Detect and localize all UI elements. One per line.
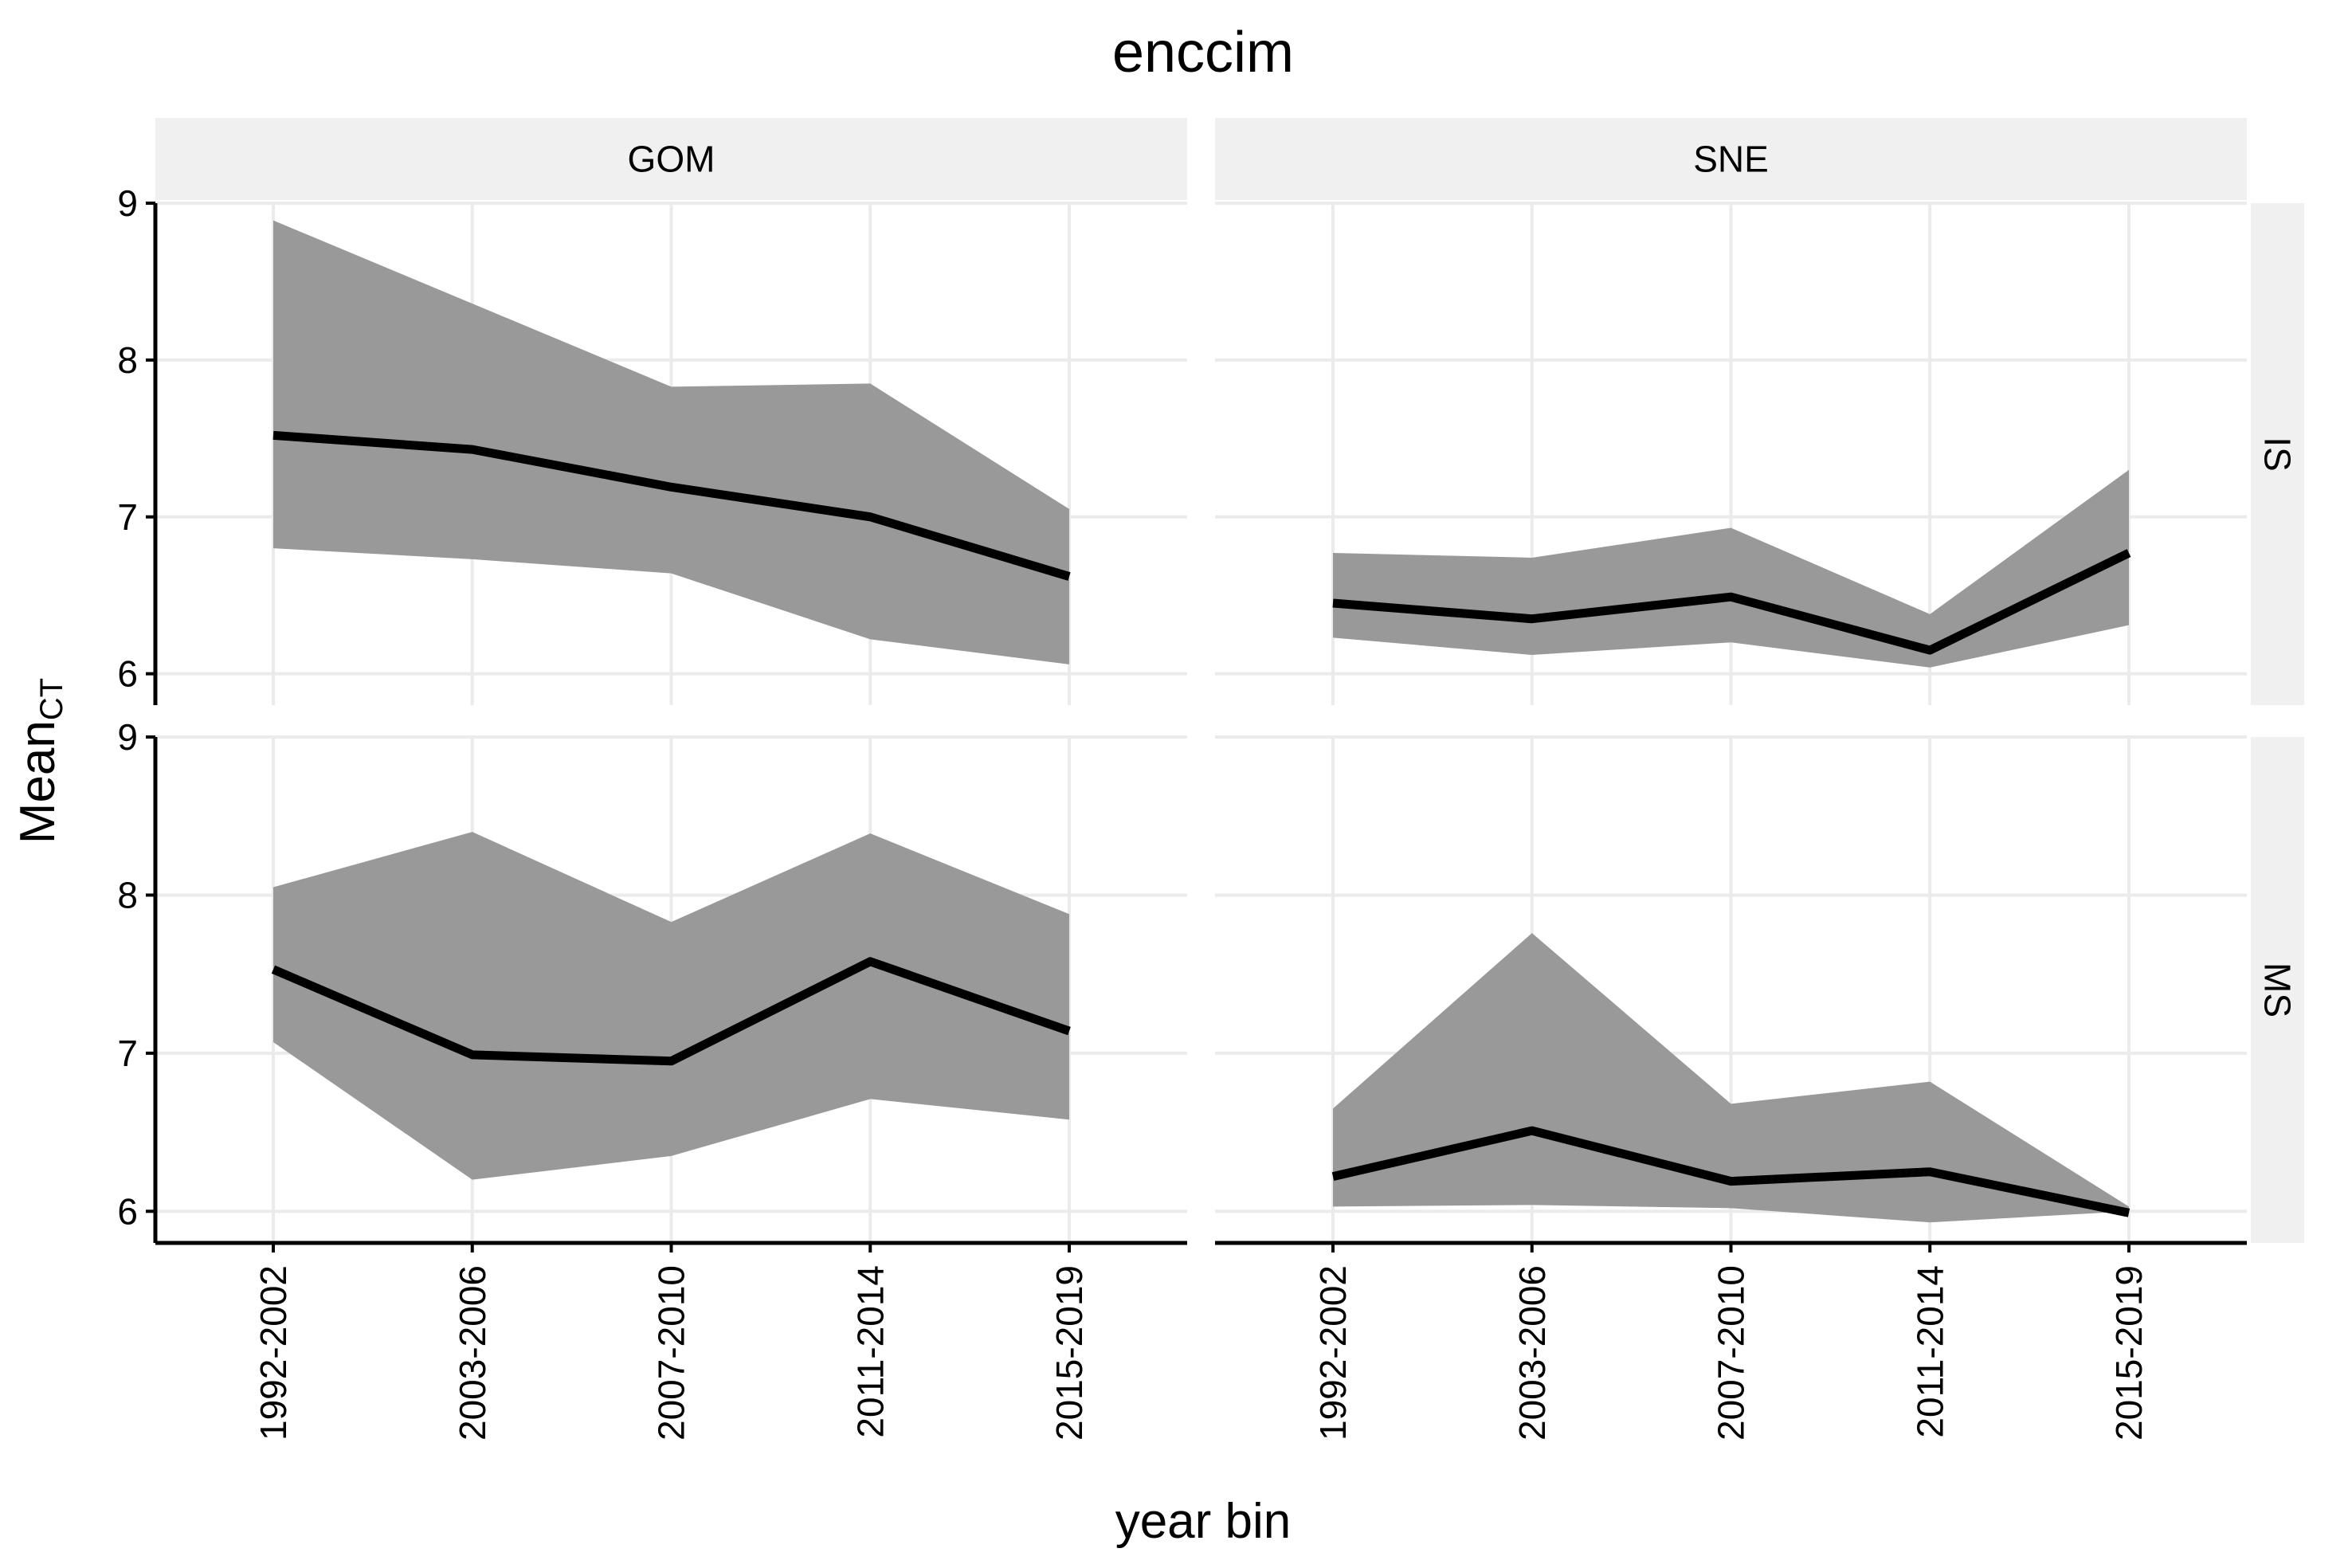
strip-ms xyxy=(2251,737,2304,1243)
y-axis-title-subscript: CT xyxy=(34,678,69,720)
chart-title: enccim xyxy=(1112,21,1294,84)
x-tick-label: 1992-2002 xyxy=(253,1265,294,1441)
strip-label-ms: MS xyxy=(2257,962,2299,1017)
y-tick-label: 8 xyxy=(117,339,138,381)
x-tick-label: 2007-2010 xyxy=(651,1265,692,1441)
y-axis-title: MeanCT xyxy=(10,678,69,844)
confidence-ribbon xyxy=(1333,933,2129,1223)
panel-sne-is xyxy=(1215,202,2247,705)
x-tick-label: 2007-2010 xyxy=(1711,1265,1752,1441)
y-tick-label: 7 xyxy=(117,496,138,538)
x-tick-label: 2011-2014 xyxy=(849,1265,891,1438)
plot-panels: GOM SNE IS MS 6 7 8 9 6 7 8 9 1992-2002 2003-2006 2007… xyxy=(117,118,2304,1441)
y-axis-title-main: Mean xyxy=(10,720,65,844)
x-axis-title: year bin xyxy=(1115,1494,1292,1549)
y-tick-label: 7 xyxy=(117,1033,138,1074)
x-tick-label: 1992-2002 xyxy=(1312,1265,1354,1441)
x-tick-label: 2011-2014 xyxy=(1909,1265,1950,1438)
y-tick-label: 6 xyxy=(117,653,138,695)
strip-label-is: IS xyxy=(2257,437,2299,471)
mean-line xyxy=(272,430,1071,581)
panel-gom-is: 6 7 8 9 xyxy=(117,182,1187,705)
mean-line xyxy=(271,957,1071,1066)
x-tick-label: 2015-2019 xyxy=(2108,1265,2150,1441)
confidence-ribbon xyxy=(273,832,1069,1180)
panel-sne-ms: 1992-2002 2003-2006 2007-2010 2011-2014 2015… xyxy=(1215,735,2247,1441)
strip-label-sne: SNE xyxy=(1693,139,1769,180)
x-tick-label: 2003-2006 xyxy=(1511,1265,1553,1441)
y-tick-label: 9 xyxy=(117,182,138,224)
strip-label-gom: GOM xyxy=(628,139,715,180)
y-tick-label: 6 xyxy=(117,1190,138,1232)
panel-gom-ms: 6 7 8 9 1992-2002 2003-2006 2007-2010 2011-2014… xyxy=(117,716,1187,1441)
x-tick-label: 2015-2019 xyxy=(1049,1265,1090,1441)
strip-gom xyxy=(155,118,1187,200)
x-tick-label: 2003-2006 xyxy=(452,1265,493,1441)
mean-line xyxy=(1332,549,2131,655)
strip-is xyxy=(2251,203,2304,705)
y-tick-label: 9 xyxy=(117,716,138,758)
confidence-ribbon xyxy=(273,220,1069,664)
y-tick-label: 8 xyxy=(117,874,138,915)
strip-sne xyxy=(1215,118,2247,200)
mean-line xyxy=(1331,1126,2131,1217)
